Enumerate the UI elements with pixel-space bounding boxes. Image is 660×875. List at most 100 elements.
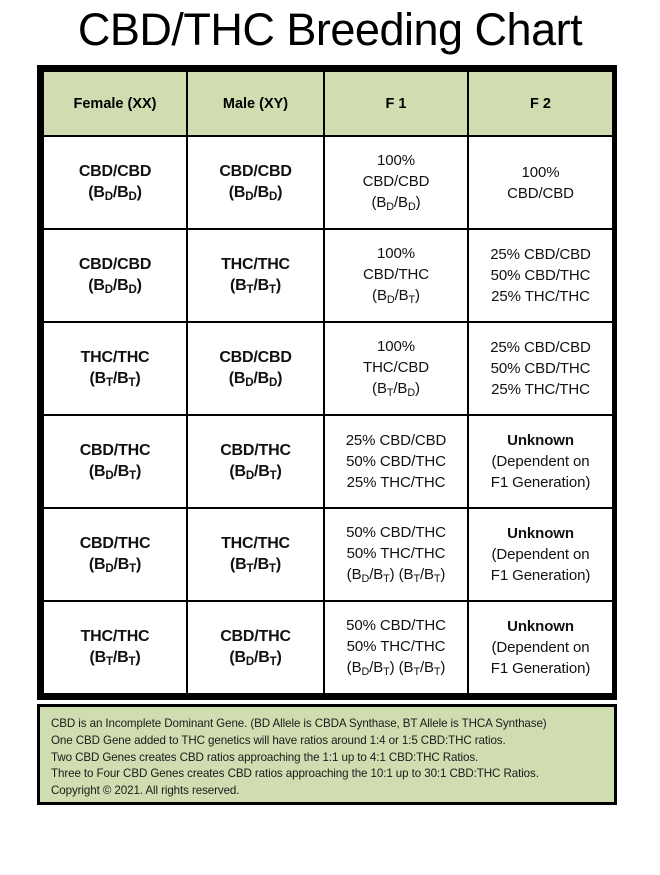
cell-f1-line: 100% — [377, 245, 415, 262]
cell-male-line: CBD/THC — [220, 441, 291, 459]
cell-female-line: CBD/CBD — [78, 162, 152, 180]
cell-f2-line: 100% — [521, 163, 560, 181]
cell-f1: 100% THC/CBD (BT/BD) — [323, 321, 469, 416]
table-row: THC/THC (BT/BT) CBD/CBD (BD/BD) 100% THC/CBD (… — [42, 321, 614, 416]
cell-f1-line: 50% THC/THC — [346, 545, 446, 562]
cell-f1-line: THC/CBD — [363, 359, 429, 376]
cell-f1-line: 50% CBD/THC — [346, 524, 446, 541]
cell-f1-line: (BD/BT) — [372, 287, 420, 306]
table-row: CBD/THC (BD/BT) CBD/THC (BD/BT) 25% CBD/CBD 5… — [42, 414, 614, 509]
cell-f1-line: CBD/THC — [363, 266, 429, 283]
cell-f2: Unknown (Dependent on F1 Generation) — [467, 414, 614, 509]
cell-f2: Unknown (Dependent on F1 Generation) — [467, 600, 614, 695]
cell-f2-line: 25% CBD/CBD — [490, 246, 591, 263]
cell-f2-line: 50% CBD/THC — [490, 267, 591, 284]
cell-f1: 100% CBD/CBD (BD/BD) — [323, 135, 469, 230]
cell-f2-line: CBD/CBD — [507, 184, 574, 202]
cell-male: CBD/THC (BD/BT) — [186, 414, 325, 509]
cell-f2-line: 25% CBD/CBD — [490, 339, 591, 356]
cell-f1: 50% CBD/THC 50% THC/THC (BD/BT) (BT/BT) — [323, 600, 469, 695]
cell-f1-line: (BT/BD) — [372, 380, 420, 399]
cell-f2-line: Unknown — [507, 525, 574, 542]
cell-f1-line: CBD/CBD — [362, 173, 430, 190]
cell-female: CBD/THC (BD/BT) — [42, 507, 188, 602]
footnote-block: CBD is an Incomplete Dominant Gene. (BD … — [37, 704, 617, 805]
column-header-f2: F 2 — [467, 70, 614, 137]
cell-male: THC/THC (BT/BT) — [186, 228, 325, 323]
footnote-line: One CBD Gene added to THC genetics will … — [51, 733, 506, 747]
cell-male-line: THC/THC — [221, 255, 290, 273]
cell-female: CBD/CBD (BD/BD) — [42, 228, 188, 323]
cell-male: CBD/CBD (BD/BD) — [186, 135, 325, 230]
cell-f1-line: (BD/BD) — [371, 194, 421, 213]
breeding-table: Female (XX) Male (XY) F 1 F 2 CBD/CBD (BD… — [42, 70, 614, 695]
footnote-line: Copyright © 2021. All rights reserved. — [51, 784, 240, 798]
table-row: THC/THC (BT/BT) CBD/THC (BD/BT) 50% CBD/THC 5… — [42, 600, 614, 695]
footnote-line: CBD is an Incomplete Dominant Gene. (BD … — [51, 717, 547, 730]
cell-male-line: THC/THC — [221, 534, 290, 552]
cell-f2-line: 50% CBD/THC — [490, 360, 591, 377]
cell-female-line: (BD/BD) — [88, 183, 142, 203]
cell-male: THC/THC (BT/BT) — [186, 507, 325, 602]
cell-f1: 100% CBD/THC (BD/BT) — [323, 228, 469, 323]
cell-female-line: (BT/BT) — [89, 648, 141, 668]
cell-f2-line: 25% THC/THC — [491, 381, 590, 398]
cell-male-line: (BT/BT) — [230, 276, 281, 296]
cell-female-line: (BD/BT) — [88, 462, 142, 482]
cell-female: CBD/CBD (BD/BD) — [42, 135, 188, 230]
cell-f2-line: F1 Generation) — [490, 660, 591, 677]
cell-female-line: CBD/CBD — [78, 255, 152, 273]
cell-female-line: (BT/BT) — [89, 369, 141, 389]
cell-female-line: (BD/BT) — [88, 555, 142, 575]
cell-f2: 25% CBD/CBD 50% CBD/THC 25% THC/THC — [467, 321, 614, 416]
cell-f1-line: (BD/BT) (BT/BT) — [346, 659, 446, 678]
cell-male-line: (BD/BT) — [229, 648, 282, 668]
cell-female-line: THC/THC — [80, 348, 150, 366]
cell-female-line: CBD/THC — [79, 441, 151, 459]
cell-male-line: (BD/BD) — [228, 369, 283, 389]
table-body: CBD/CBD (BD/BD) CBD/CBD (BD/BD) 100% CBD/CBD (… — [42, 135, 614, 695]
cell-f1-line: 100% — [377, 152, 415, 169]
cell-f2: Unknown (Dependent on F1 Generation) — [467, 507, 614, 602]
footnote-line: Three to Four CBD Genes creates CBD rati… — [51, 767, 539, 781]
cell-f2-line: (Dependent on — [491, 546, 590, 563]
table-header: Female (XX) Male (XY) F 1 F 2 — [42, 70, 614, 137]
table-row: CBD/CBD (BD/BD) CBD/CBD (BD/BD) 100% CBD/CBD (… — [42, 135, 614, 230]
cell-f2-line: Unknown — [507, 432, 574, 449]
column-header-f1: F 1 — [323, 70, 469, 137]
footnote-line: Two CBD Genes creates CBD ratios approac… — [51, 750, 479, 764]
cell-f2-line: (Dependent on — [491, 453, 590, 470]
cell-f2-line: F1 Generation) — [490, 567, 591, 584]
cell-female-line: CBD/THC — [79, 534, 151, 552]
table-header-row: Female (XX) Male (XY) F 1 F 2 — [42, 70, 614, 137]
cell-male-line: CBD/CBD — [219, 162, 292, 180]
cell-f2-line: (Dependent on — [491, 639, 590, 656]
cell-f1: 25% CBD/CBD 50% CBD/THC 25% THC/THC — [323, 414, 469, 509]
cell-f1-line: 50% CBD/THC — [346, 453, 446, 470]
cell-f1-line: 50% THC/THC — [346, 638, 446, 655]
breeding-table-wrapper: Female (XX) Male (XY) F 1 F 2 CBD/CBD (BD… — [37, 65, 617, 700]
cell-female-line: (BD/BD) — [88, 276, 142, 296]
cell-f1-line: (BD/BT) (BT/BT) — [346, 566, 446, 585]
table-row: CBD/THC (BD/BT) THC/THC (BT/BT) 50% CBD/THC 5… — [42, 507, 614, 602]
cell-f2: 25% CBD/CBD 50% CBD/THC 25% THC/THC — [467, 228, 614, 323]
cell-f1-line: 100% — [377, 338, 415, 355]
cell-female: CBD/THC (BD/BT) — [42, 414, 188, 509]
cell-female: THC/THC (BT/BT) — [42, 600, 188, 695]
table-row: CBD/CBD (BD/BD) THC/THC (BT/BT) 100% CBD/THC (… — [42, 228, 614, 323]
cell-female-line: THC/THC — [80, 627, 150, 645]
cell-male-line: (BT/BT) — [230, 555, 281, 575]
column-header-male: Male (XY) — [186, 70, 325, 137]
cell-f1: 50% CBD/THC 50% THC/THC (BD/BT) (BT/BT) — [323, 507, 469, 602]
cell-f1-line: 25% CBD/CBD — [345, 432, 447, 449]
cell-f2-line: F1 Generation) — [490, 474, 591, 491]
cell-male-line: CBD/CBD — [219, 348, 292, 366]
cell-f2-line: 25% THC/THC — [491, 288, 590, 305]
cell-female: THC/THC (BT/BT) — [42, 321, 188, 416]
page-title: CBD/THC Breeding Chart — [77, 4, 583, 55]
cell-f1-line: 50% CBD/THC — [346, 617, 446, 634]
cell-f2: 100% CBD/CBD — [467, 135, 614, 230]
cell-male-line: (BD/BT) — [229, 462, 282, 482]
cell-f2-line: Unknown — [507, 618, 574, 635]
